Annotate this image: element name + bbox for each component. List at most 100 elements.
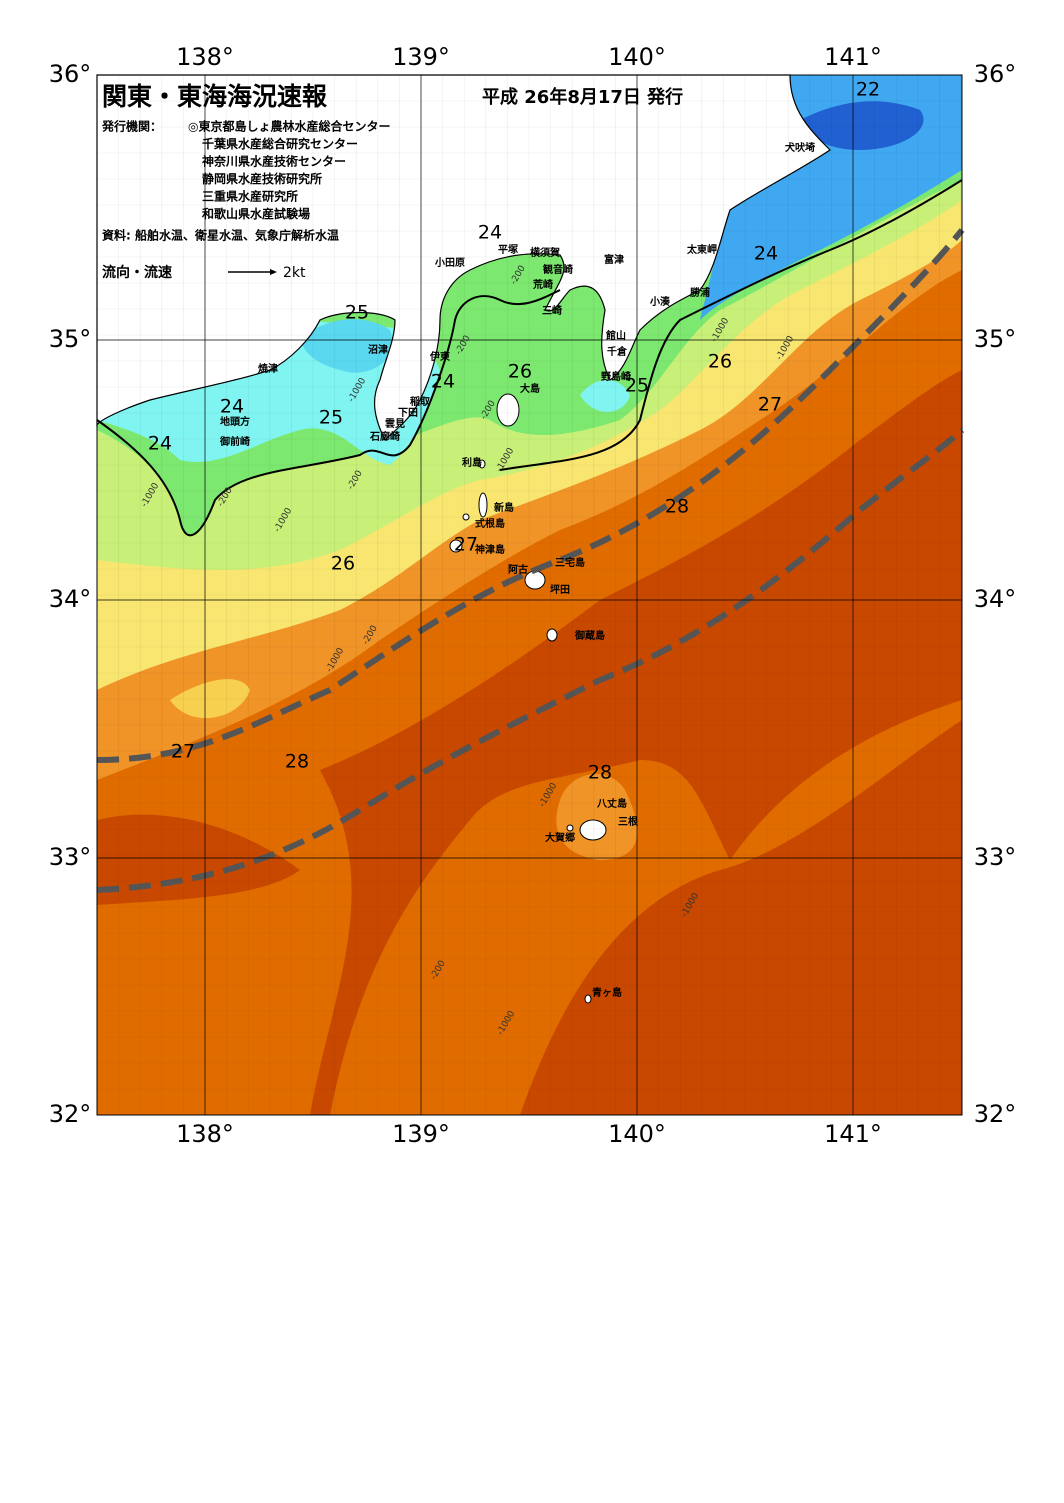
isotherm-label: 26 — [508, 361, 532, 383]
lat-label: 35° — [974, 325, 1017, 353]
isotherm-label: 27 — [454, 534, 478, 556]
land — [96, 74, 831, 442]
place-name: 平塚 — [498, 243, 518, 256]
sst-27 — [170, 679, 250, 719]
lon-label: 138° — [176, 1120, 234, 1148]
lat-label: 36° — [974, 60, 1017, 88]
source: 資料: 船舶水温、衛星水温、気象庁解析水温 — [102, 228, 339, 243]
place-name: 御蔵島 — [574, 629, 605, 642]
title: 関東・東海海況速報 — [102, 82, 328, 111]
isotherm-label: 22 — [856, 79, 880, 101]
place-name: 青ヶ島 — [592, 986, 622, 999]
lon-label: 140° — [608, 1120, 666, 1148]
place-name: 利島 — [462, 456, 482, 469]
island — [496, 393, 520, 427]
island — [566, 824, 574, 832]
isotherm — [499, 179, 963, 471]
place-name: 坪田 — [550, 583, 570, 596]
place-name: 稲取 — [410, 395, 431, 408]
lon-label: 141° — [824, 1120, 882, 1148]
place-name: 三崎 — [542, 304, 562, 317]
lon-label: 140° — [608, 43, 666, 71]
isotherm-label: 28 — [588, 762, 612, 784]
isotherm-label: 26 — [708, 351, 732, 373]
island — [478, 459, 486, 469]
kuroshio-path — [96, 228, 965, 763]
isotherm-label: 26 — [331, 553, 355, 575]
legend-speed: 2kt — [283, 265, 306, 281]
place-name: 横須賀 — [530, 246, 560, 259]
place-name: 小湊 — [649, 295, 671, 308]
place-name: 千倉 — [607, 345, 628, 358]
isotherm — [96, 289, 561, 537]
place-name: 大島 — [520, 382, 540, 395]
lat-label: 36° — [49, 60, 92, 88]
island — [524, 570, 546, 590]
isotherm-label: 24 — [754, 243, 778, 265]
place-name: 館山 — [605, 329, 626, 342]
warm-core — [880, 395, 962, 560]
place-name: 勝浦 — [690, 286, 710, 299]
place-name: 小田原 — [434, 256, 465, 269]
graticule — [97, 75, 962, 1115]
place-name: 雲見 — [385, 418, 405, 430]
legend-arrow-head — [270, 269, 277, 275]
isotherm-label: 24 — [478, 222, 502, 244]
lon-label: 141° — [824, 43, 882, 71]
place-name: 観音崎 — [543, 263, 573, 276]
isotherm-label: 24 — [431, 371, 455, 393]
place-name: 伊東 — [429, 350, 450, 363]
isotherm-label: 25 — [625, 375, 649, 397]
island — [462, 513, 470, 521]
lat-label: 33° — [974, 843, 1017, 871]
place-name: 御前崎 — [219, 435, 250, 448]
date: 平成 26年8月17日 発行 — [482, 86, 683, 108]
place-name: 太東岬 — [686, 243, 717, 256]
isotherm-label: 24 — [220, 396, 244, 418]
sst-24 — [580, 380, 630, 412]
place-name: 三宅島 — [555, 556, 585, 569]
island — [579, 819, 607, 841]
place-name: 荒崎 — [532, 278, 553, 291]
lat-label: 34° — [49, 585, 92, 613]
lat-label: 33° — [49, 843, 92, 871]
place-name: 石廊崎 — [369, 430, 400, 443]
isotherm-label: 28 — [665, 496, 689, 518]
island — [546, 628, 558, 642]
isotherm-label: 27 — [171, 741, 195, 763]
place-name: 三根 — [618, 815, 638, 828]
issuer: 千葉県水産総合研究センター — [202, 136, 358, 151]
place-name: 富津 — [604, 253, 624, 266]
warm-core — [97, 814, 300, 905]
place-name: 沼津 — [368, 343, 388, 356]
island — [449, 539, 463, 553]
isotherm-label: 28 — [285, 751, 309, 773]
warm-core — [310, 370, 962, 1115]
map-frame — [96, 74, 963, 1116]
place-name: 大賀郷 — [545, 831, 575, 844]
place-name: 式根島 — [475, 517, 505, 530]
kuroshio-path — [96, 427, 965, 893]
lat-label: 34° — [974, 585, 1017, 613]
issuer: 神奈川県水産技術センター — [202, 154, 346, 169]
issuer: 三重県水産研究所 — [202, 189, 298, 204]
lon-label: 139° — [392, 43, 450, 71]
isotherm-label: 25 — [319, 407, 343, 429]
place-name: 下田 — [398, 407, 418, 419]
island — [478, 492, 488, 518]
place-name: 神津島 — [475, 543, 505, 556]
lon-label: 138° — [176, 43, 234, 71]
issuer: ◎東京都島しょ農林水産総合センター — [188, 119, 390, 134]
isotherm-label: 24 — [148, 433, 172, 455]
lat-label: 32° — [974, 1100, 1017, 1128]
sst-25 — [300, 319, 392, 373]
place-name: 野島崎 — [601, 370, 631, 383]
issuer-label: 発行機関： — [101, 119, 162, 134]
legend-label: 流向・流速 — [102, 264, 172, 281]
sst-28 — [556, 773, 638, 860]
place-name: 八丈島 — [596, 797, 627, 810]
isotherm-label: 27 — [758, 394, 782, 416]
place-name: 犬吠埼 — [785, 141, 815, 154]
